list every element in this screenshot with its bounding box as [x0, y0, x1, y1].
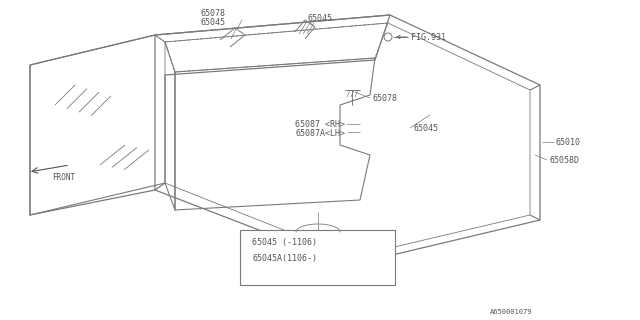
- Text: 65058D: 65058D: [549, 156, 579, 164]
- Text: 65045A(1106-): 65045A(1106-): [252, 253, 317, 262]
- Text: 65078: 65078: [372, 93, 397, 102]
- Text: 65087A<LH>: 65087A<LH>: [295, 129, 345, 138]
- Text: 65078: 65078: [200, 9, 225, 18]
- Text: 65045: 65045: [307, 13, 332, 22]
- Text: A650001079: A650001079: [490, 309, 532, 315]
- Text: 65010: 65010: [556, 138, 581, 147]
- Text: 65045: 65045: [413, 124, 438, 132]
- Bar: [240, 230, 395, 285]
- Text: 65087 <RH>: 65087 <RH>: [295, 119, 345, 129]
- Text: 65045: 65045: [200, 18, 225, 27]
- Text: FIG.931: FIG.931: [411, 33, 446, 42]
- Text: FRONT: FRONT: [52, 172, 75, 181]
- Text: 65045 (-1106): 65045 (-1106): [252, 237, 317, 246]
